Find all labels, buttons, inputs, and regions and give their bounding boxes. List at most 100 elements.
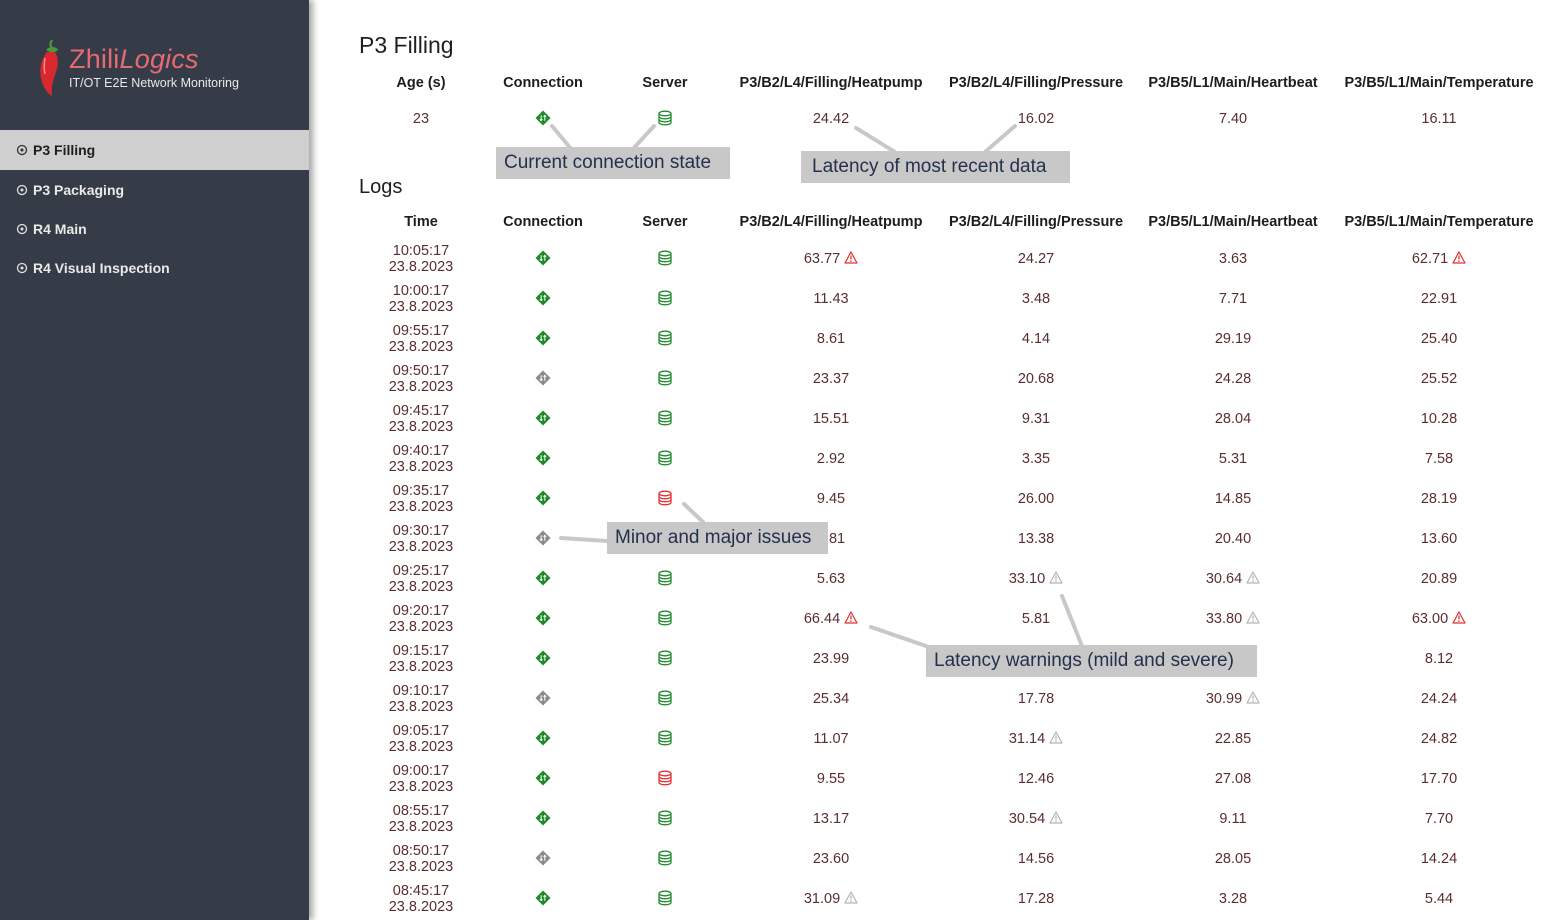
sidebar-item-p3-packaging[interactable]: P3 Packaging <box>0 170 309 209</box>
log-value-cell: 3.48 <box>1021 291 1051 307</box>
sidebar-item-r4-main[interactable]: R4 Main <box>0 209 309 248</box>
connection-status-icon <box>535 650 551 666</box>
log-value-cell: 9.11 <box>1219 811 1247 827</box>
log-value-cell: 17.70 <box>1420 771 1458 787</box>
sidebar-item-r4-visual-inspection[interactable]: R4 Visual Inspection <box>0 248 309 287</box>
mild-warning-icon <box>1049 731 1063 744</box>
log-value-cell: 14.24 <box>1420 851 1458 867</box>
severe-warning-icon <box>844 251 858 264</box>
log-value-cell: 5.31 <box>1218 451 1248 467</box>
log-value-cell: 5.81 <box>1021 611 1051 627</box>
current-value-cell: 16.11 <box>1421 111 1457 127</box>
log-value-cell: 30.64 <box>1123 571 1343 587</box>
log-time: 09:15:17 <box>392 643 450 659</box>
brand-name: ZhiliLogics <box>69 44 199 74</box>
log-date: 23.8.2023 <box>388 539 454 555</box>
sidebar-item-label: R4 Main <box>33 220 87 237</box>
log-value-cell: 62.71 <box>1329 251 1549 267</box>
callout-latency-recent: Latency of most recent data <box>801 151 1070 183</box>
target-icon <box>16 262 28 273</box>
log-value-cell: 12.46 <box>1017 771 1055 787</box>
callout-connection-state: Current connection state <box>496 147 730 179</box>
log-time-cell: 08:45:17 23.8.2023 <box>361 883 481 915</box>
connection-status-icon <box>535 770 551 786</box>
log-value-cell: 27.08 <box>1214 771 1252 787</box>
log-time: 10:00:17 <box>392 283 450 299</box>
log-value-cell: 28.05 <box>1214 851 1252 867</box>
log-time-cell: 09:15:17 23.8.2023 <box>361 643 481 675</box>
log-time-cell: 09:20:17 23.8.2023 <box>361 603 481 635</box>
log-time: 08:55:17 <box>392 803 450 819</box>
current-header-cell: P3/B5/L1/Main/Heartbeat <box>1148 75 1318 91</box>
age-value: 23 <box>412 111 430 127</box>
log-time: 09:50:17 <box>392 363 450 379</box>
logs-header-cell: Connection <box>503 214 583 230</box>
log-value-cell: 15.51 <box>812 411 850 427</box>
log-value-cell: 23.60 <box>812 851 850 867</box>
server-status-icon <box>657 650 673 666</box>
sidebar-item-label: P3 Filling <box>33 142 96 158</box>
log-time: 08:45:17 <box>392 883 450 899</box>
server-status-icon <box>657 570 673 586</box>
sidebar-item-p3-filling[interactable]: P3 Filling <box>0 130 309 170</box>
log-time-cell: 09:00:17 23.8.2023 <box>361 763 481 795</box>
log-time-cell: 10:00:17 23.8.2023 <box>361 283 481 315</box>
log-value-cell: 63.77 <box>721 251 941 267</box>
log-value-cell: 22.91 <box>1420 291 1458 307</box>
log-value-cell: 3.28 <box>1218 891 1248 907</box>
log-value-cell: 63.00 <box>1329 611 1549 627</box>
log-date: 23.8.2023 <box>388 379 454 395</box>
log-value-cell: 29.19 <box>1214 331 1252 347</box>
connection-status-icon <box>535 110 551 126</box>
callout-issues: Minor and major issues <box>607 522 828 554</box>
current-header-cell: P3/B5/L1/Main/Temperature <box>1344 75 1534 91</box>
log-value-cell: 3.35 <box>1021 451 1051 467</box>
log-date: 23.8.2023 <box>388 419 454 435</box>
current-value-cell: 7.40 <box>1218 111 1248 127</box>
mild-warning-icon <box>1246 571 1260 584</box>
connection-status-icon <box>535 530 551 546</box>
log-value-cell: 28.04 <box>1214 411 1252 427</box>
log-time: 09:55:17 <box>392 323 450 339</box>
log-time-cell: 09:10:17 23.8.2023 <box>361 683 481 715</box>
sidebar-nav: P3 Filling P3 Packaging R4 Main R4 Visua… <box>0 130 309 287</box>
server-status-icon <box>657 290 673 306</box>
log-value-cell: 11.43 <box>813 291 849 307</box>
log-value-cell: 10.28 <box>1420 411 1458 427</box>
log-value-cell: 14.56 <box>1017 851 1055 867</box>
log-value-cell: 30.99 <box>1123 691 1343 707</box>
log-time: 08:50:17 <box>392 843 450 859</box>
log-value-cell: 28.19 <box>1420 491 1458 507</box>
current-header-cell: P3/B2/L4/Filling/Heatpump <box>739 75 923 91</box>
log-value-cell: 31.09 <box>721 891 941 907</box>
log-date: 23.8.2023 <box>388 659 454 675</box>
log-value-cell: 25.52 <box>1420 371 1458 387</box>
server-status-icon <box>657 490 673 506</box>
log-date: 23.8.2023 <box>388 619 454 635</box>
log-date: 23.8.2023 <box>388 859 454 875</box>
log-time: 09:05:17 <box>392 723 450 739</box>
log-value-cell: 14.85 <box>1214 491 1252 507</box>
sidebar-item-label: R4 Visual Inspection <box>33 259 170 276</box>
log-time: 09:00:17 <box>392 763 450 779</box>
page-title: P3 Filling <box>359 32 454 58</box>
log-value-cell: 20.40 <box>1214 531 1252 547</box>
target-icon <box>16 144 28 156</box>
server-status-icon <box>657 690 673 706</box>
log-time: 09:35:17 <box>392 483 450 499</box>
severe-warning-icon <box>1452 611 1466 624</box>
connection-status-icon <box>535 850 551 866</box>
target-icon <box>16 223 28 234</box>
server-status-icon <box>657 450 673 466</box>
log-value-cell: 24.24 <box>1420 691 1458 707</box>
server-status-icon <box>657 730 673 746</box>
log-time-cell: 09:25:17 23.8.2023 <box>361 563 481 595</box>
log-time-cell: 09:50:17 23.8.2023 <box>361 363 481 395</box>
log-value-cell: 4.14 <box>1021 331 1051 347</box>
sidebar: ZhiliLogics IT/OT E2E Network Monitoring… <box>0 0 309 920</box>
log-time-cell: 09:30:17 23.8.2023 <box>361 523 481 555</box>
connection-status-icon <box>535 610 551 626</box>
log-time: 09:45:17 <box>392 403 450 419</box>
log-value-cell: 33.10 <box>926 571 1146 587</box>
app-logo[interactable]: ZhiliLogics IT/OT E2E Network Monitoring <box>36 36 276 100</box>
